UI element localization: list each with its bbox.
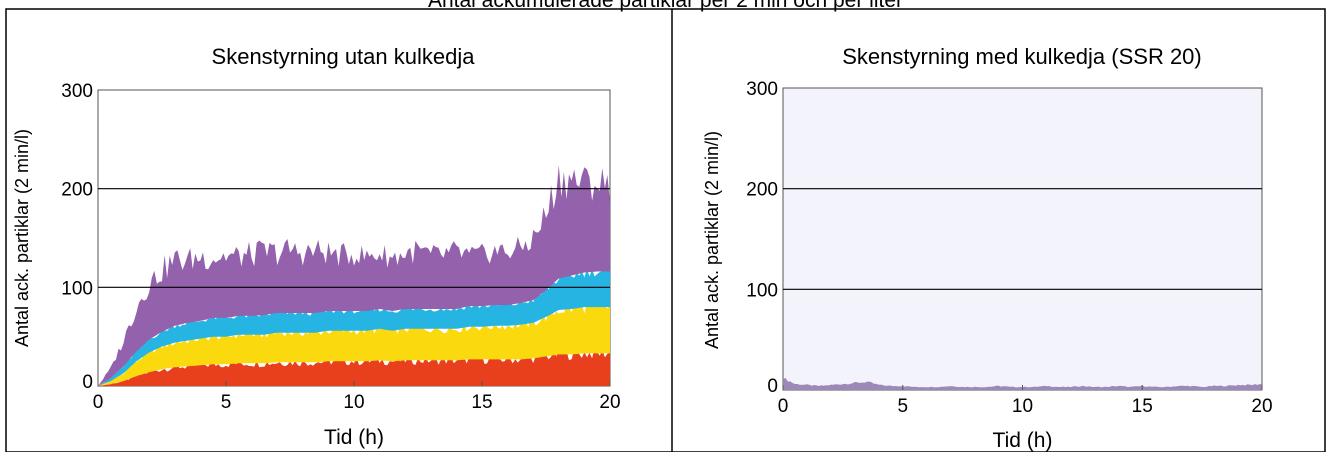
y-axis-label: Antal ack. partiklar (2 min/l) (12, 129, 32, 347)
y-tick-label: 300 (746, 79, 778, 100)
y-tick-label: 0 (767, 376, 778, 397)
series-area-2 (98, 301, 610, 386)
y-tick-label: 300 (61, 81, 93, 102)
x-tick-label: 10 (343, 392, 364, 413)
x-tick-label: 15 (1132, 396, 1153, 417)
x-tick-label: 20 (1251, 396, 1272, 417)
chart-title: Skenstyrning med kulkedja (SSR 20) (842, 44, 1202, 69)
x-axis-label: Tid (h) (324, 426, 384, 449)
series-area-4 (98, 165, 610, 386)
y-axis-label: Antal ack. partiklar (2 min/l) (702, 131, 722, 349)
x-tick-label: 0 (93, 392, 104, 413)
x-tick-label: 10 (1012, 396, 1033, 417)
y-tick-label: 0 (82, 372, 93, 393)
y-tick-label: 100 (746, 280, 778, 301)
chart-right: 0 100 200 300 0 5 10 15 20 Skenstyrning med kulke… (702, 44, 1273, 452)
x-axis-label: Tid (h) (993, 429, 1053, 452)
x-tick-label: 0 (778, 396, 789, 417)
y-tick-label: 100 (61, 278, 93, 299)
plot-area (782, 87, 1263, 391)
x-tick-label: 5 (897, 396, 908, 417)
y-tick-label: 200 (746, 180, 778, 201)
chart-title: Skenstyrning utan kulkedja (212, 44, 476, 69)
series-area-3 (98, 268, 610, 386)
x-tick-label: 20 (599, 392, 620, 413)
x-tick-label: 15 (471, 392, 492, 413)
chart-left: 0 100 200 300 0 5 10 15 20 Skenstyrning utan kulk… (12, 44, 621, 449)
outer-border (5, 8, 1326, 452)
x-tick-label: 5 (221, 392, 232, 413)
y-tick-label: 200 (61, 180, 93, 201)
